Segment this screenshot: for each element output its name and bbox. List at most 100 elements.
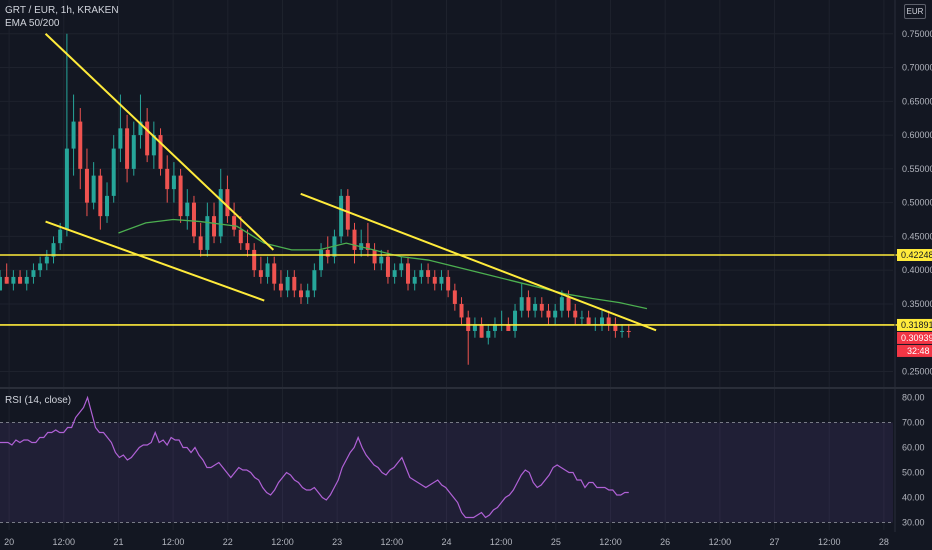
candle-body	[399, 263, 404, 271]
candle	[499, 310, 504, 331]
candle-body	[252, 249, 257, 271]
candle-body	[513, 310, 518, 331]
candle-body	[58, 229, 63, 244]
candle	[238, 216, 243, 250]
candle	[258, 256, 263, 284]
candle	[426, 263, 431, 284]
candle-body	[191, 202, 196, 237]
candle	[553, 303, 558, 325]
rsi-axis-ticks: 80.00 70.00 60.00 50.00 40.00 30.00	[902, 393, 925, 528]
upper-level-tag-bg	[897, 248, 932, 261]
candle	[151, 121, 156, 169]
candle-body	[459, 303, 464, 318]
last-price-tag[interactable]: 0.30939	[897, 331, 932, 344]
candle	[145, 108, 150, 163]
candle-body	[232, 216, 237, 230]
time-tick-label: 12:00	[599, 537, 622, 547]
candle	[533, 297, 538, 318]
candle	[272, 256, 277, 291]
candle-body	[419, 270, 424, 277]
candle	[620, 324, 625, 338]
candle-body	[165, 168, 170, 190]
candle	[125, 114, 130, 183]
candle-body	[305, 290, 310, 298]
candle	[64, 33, 69, 237]
candle	[319, 243, 324, 277]
candle	[352, 222, 357, 264]
lower-level-tag[interactable]: 0.31891	[897, 318, 932, 331]
candle-body	[71, 121, 76, 149]
candle-body	[138, 121, 143, 136]
candle-body	[586, 317, 591, 325]
candle	[432, 270, 437, 291]
candle-body	[573, 310, 578, 318]
candle	[165, 155, 170, 203]
candle	[111, 135, 116, 203]
candle	[573, 303, 578, 325]
price-axis-ticks: 0.75000 0.70000 0.65000 0.60000 0.55000 0.500…	[902, 29, 932, 377]
candle	[71, 94, 76, 176]
upper-level-tag[interactable]: 0.42248	[897, 248, 932, 261]
candle-body	[105, 195, 110, 217]
candle	[91, 162, 96, 210]
candle	[613, 317, 618, 338]
candle	[392, 263, 397, 284]
candle-body	[44, 256, 49, 264]
candle-body	[339, 195, 344, 237]
candle	[292, 270, 297, 298]
rsi-line	[0, 395, 629, 519]
candle-body	[205, 216, 210, 250]
candle	[312, 263, 317, 298]
candle-body	[365, 243, 370, 250]
time-tick-label: 12:00	[490, 537, 513, 547]
candle-body	[506, 324, 511, 331]
candle-body	[546, 310, 551, 318]
candle-body	[265, 263, 270, 277]
candle	[44, 249, 49, 271]
candle-body	[312, 270, 317, 291]
candle	[252, 243, 257, 277]
horizontal-levels	[0, 254, 897, 326]
candle-body	[392, 270, 397, 277]
candle-body	[218, 189, 223, 237]
candle-body	[78, 121, 83, 169]
candle-body	[379, 256, 384, 264]
candle	[439, 270, 444, 291]
candle	[513, 303, 518, 338]
indicator-label-ema[interactable]: EMA 50/200	[5, 18, 60, 29]
candle	[519, 283, 524, 318]
candle	[225, 175, 230, 223]
candle-body	[579, 317, 584, 319]
time-tick-label: 22	[223, 537, 233, 547]
rsi-tick-label: 70.00	[902, 418, 925, 428]
candle-body	[51, 243, 56, 257]
candle-body	[566, 297, 571, 311]
trendlines	[44, 33, 657, 332]
candle	[178, 168, 183, 223]
candle-body	[285, 276, 290, 291]
countdown-tag: 32:48	[897, 344, 932, 357]
last-price-tag-text: 0.30939	[901, 333, 932, 343]
candle	[459, 297, 464, 325]
candle	[406, 256, 411, 291]
trendline	[300, 192, 657, 332]
indicator-label-rsi[interactable]: RSI (14, close)	[5, 395, 72, 406]
candle	[526, 290, 531, 318]
currency-button[interactable]: EUR	[904, 4, 926, 19]
time-tick-label: 12:00	[709, 537, 732, 547]
time-tick-label: 12:00	[53, 537, 76, 547]
countdown-tag-text: 32:48	[907, 346, 930, 356]
time-tick-label: 26	[660, 537, 670, 547]
candle	[98, 168, 103, 230]
candle-body	[486, 330, 491, 338]
candle-body	[298, 290, 303, 298]
time-tick-label: 28	[879, 537, 889, 547]
symbol-title[interactable]: GRT / EUR, 1h, KRAKEN	[5, 5, 119, 16]
price-tick-label: 0.55000	[902, 164, 932, 174]
candle-body	[292, 276, 297, 291]
candle-body	[613, 324, 618, 331]
candle	[365, 222, 370, 257]
candle	[285, 270, 290, 298]
price-tick-label: 0.35000	[902, 299, 932, 309]
candle	[419, 263, 424, 284]
